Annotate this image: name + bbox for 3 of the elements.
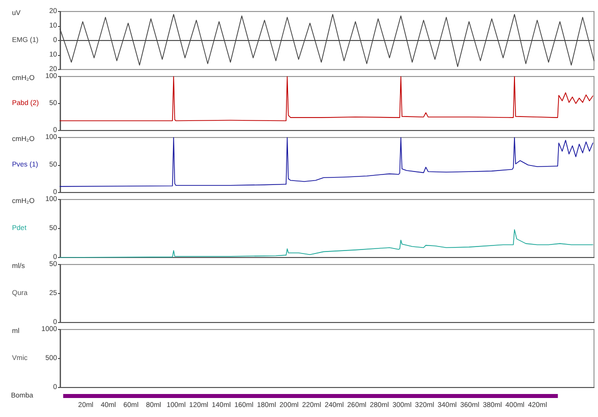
line-series	[60, 14, 594, 67]
line-series	[60, 76, 594, 122]
line-series	[60, 137, 594, 187]
